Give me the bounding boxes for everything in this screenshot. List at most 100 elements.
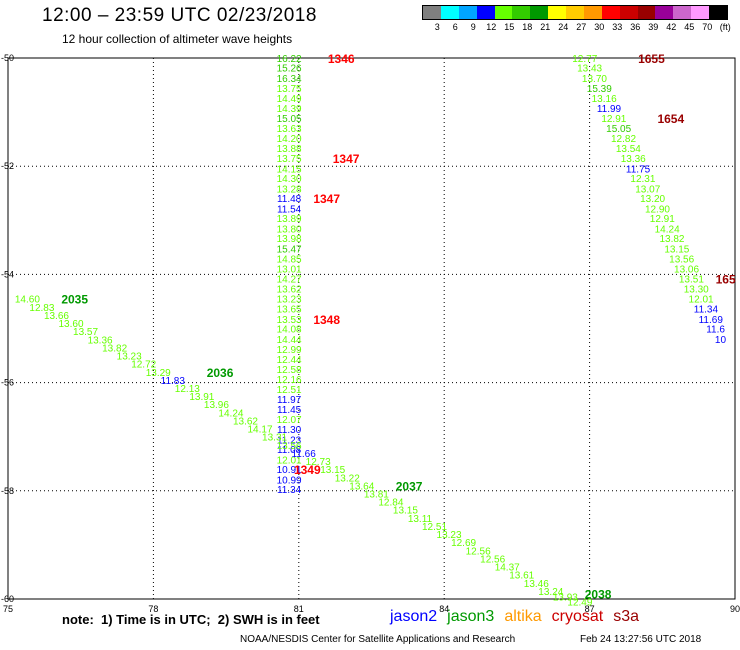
wave-height-point: 10.99 (277, 475, 302, 486)
color-scale-label: 18 (522, 22, 533, 32)
wave-height-point: 11.34 (277, 485, 302, 496)
wave-height-point: 12.82 (611, 134, 636, 145)
wave-height-point: 14.24 (655, 224, 680, 235)
x-tick-label: 81 (294, 604, 304, 614)
color-scale-swatch (423, 6, 441, 19)
wave-height-point: 11.75 (626, 164, 651, 175)
wave-height-point: 14.20 (277, 134, 302, 145)
pass-time-label: 2038 (585, 588, 612, 602)
wave-height-point: 13.61 (509, 571, 534, 582)
wave-height-point: 11.08 (277, 445, 302, 456)
wave-height-point: 12.58 (277, 365, 302, 376)
wave-height-point: 14.85 (277, 255, 302, 266)
wave-height-point: 13.28 (277, 184, 302, 195)
wave-height-point: 13.36 (88, 335, 113, 346)
y-tick-label: -54 (1, 269, 14, 279)
color-scale-label: 6 (452, 22, 458, 32)
wave-height-point: 13.93 (553, 592, 578, 603)
color-scale-label: 70 (702, 22, 713, 32)
wave-height-point: 13.23 (437, 530, 462, 541)
wave-height-point: 12.31 (630, 174, 655, 185)
wave-height-point: 12.13 (175, 384, 200, 395)
wave-height-point: 13.96 (204, 400, 229, 411)
pass-time-label: 1654 (657, 112, 684, 126)
color-scale-swatch (566, 6, 584, 19)
wave-height-point: 13.06 (674, 264, 699, 275)
wave-height-point: 12.77 (572, 54, 597, 65)
satellite-legend-item: altika (504, 608, 542, 625)
wave-height-point: 15.39 (587, 84, 612, 95)
color-scale-label: 39 (648, 22, 659, 32)
color-scale-swatch (619, 6, 638, 19)
wave-height-point: 13.23 (277, 295, 302, 306)
pass-time-label: 2036 (207, 366, 234, 380)
satellite-legend-item: s3a (613, 608, 640, 625)
wave-height-point: 14.24 (218, 408, 243, 419)
wave-height-point: 13.29 (146, 368, 171, 379)
wave-height-point: 11.69 (699, 315, 724, 326)
wave-height-point: 12.90 (645, 204, 670, 215)
wave-height-point: 12.91 (650, 214, 675, 225)
color-scale-swatch (637, 6, 656, 19)
color-scale-label: 3 (434, 22, 440, 32)
wave-height-point: 12.51 (422, 522, 447, 533)
wave-height-point: 13.20 (640, 194, 665, 205)
wave-height-point: 13.82 (102, 343, 127, 354)
wave-height-point: 13.60 (58, 319, 83, 330)
wave-height-point: 12.84 (378, 498, 403, 509)
wave-height-point: 16.34 (277, 74, 302, 85)
credit-text: NOAA/NESDIS Center for Satellite Applica… (240, 634, 516, 645)
wave-height-point: 12.51 (277, 385, 302, 396)
wave-height-point: 15.05 (277, 114, 302, 125)
wave-height-point: 12.56 (466, 546, 491, 557)
wave-height-point: 13.89 (277, 214, 302, 225)
wave-height-point: 11.48 (277, 194, 302, 205)
x-tick-label: 90 (730, 604, 740, 614)
color-scale-label: 12 (486, 22, 497, 32)
wave-height-point: 14.15 (277, 164, 302, 175)
satellite-legend-item: jason2 (390, 608, 438, 625)
pass-time-label: 1346 (328, 52, 355, 66)
pass-time-label: 1655 (638, 52, 665, 66)
wave-height-point: 12.07 (277, 415, 302, 426)
y-tick-label: -60 (1, 594, 14, 604)
wave-height-point: 13.56 (669, 255, 694, 266)
color-scale-swatch (583, 6, 602, 19)
wave-height-point: 11.6 (706, 325, 725, 336)
wave-height-point: 14.17 (248, 425, 273, 436)
wave-height-point: 12.72 (131, 360, 156, 371)
color-scale-label: 45 (684, 22, 695, 32)
wave-height-point: 13.70 (582, 74, 607, 85)
wave-height-point: 11.97 (277, 395, 302, 406)
wave-height-point: 14.08 (277, 325, 302, 336)
wave-height-point: 13.56 (277, 441, 302, 452)
wave-height-point: 15.26 (277, 64, 302, 75)
pass-time-label: 1349 (294, 463, 321, 477)
satellite-legend: jason2 jason3 altika cryosat s3a (390, 608, 649, 626)
wave-height-point: 12.83 (29, 303, 54, 314)
wave-height-point: 13.82 (659, 234, 684, 245)
wave-height-point: 14.27 (277, 275, 302, 286)
color-scale-swatch (512, 6, 531, 19)
chart-subtitle: 12 hour collection of altimeter wave hei… (62, 32, 293, 46)
wave-height-point: 13.53 (277, 315, 302, 326)
wave-height-point: 12.91 (601, 114, 626, 125)
wave-height-point: 13.80 (277, 224, 302, 235)
color-scale-swatch (601, 6, 620, 19)
pass-time-label: 1348 (313, 313, 340, 327)
chart-title: 12:00 – 23:59 UTC 02/23/2018 (42, 5, 317, 26)
satellite-legend-item: jason3 (447, 608, 495, 625)
color-scale-swatch (530, 6, 549, 19)
wave-height-point: 13.88 (277, 144, 302, 155)
wave-height-point: 14.39 (277, 104, 302, 115)
y-tick-label: -52 (1, 161, 14, 171)
pass-time-label: 1347 (313, 192, 340, 206)
pass-time-label: 165 (716, 273, 736, 287)
color-scale-swatch (673, 6, 692, 19)
color-scale-legend: 3 6 9 12 15 18 21 24 27 30 33 36 39 42 45 70 (ft) (422, 5, 731, 36)
y-tick-label: -58 (1, 486, 14, 496)
wave-height-point: 11.54 (277, 204, 302, 215)
color-scale-label: 27 (576, 22, 587, 32)
wave-height-point: 13.24 (538, 587, 563, 598)
